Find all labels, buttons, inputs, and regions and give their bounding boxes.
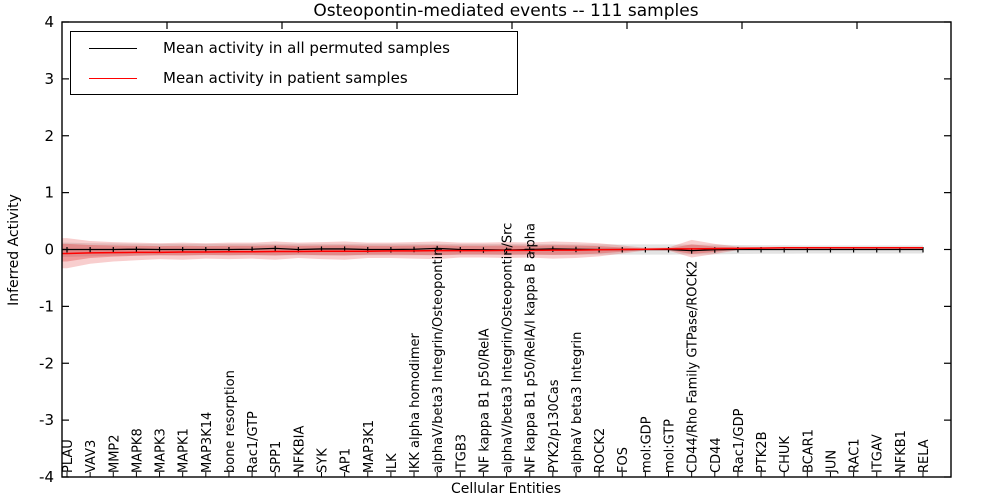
y-tick-label: 0 (44, 241, 54, 259)
x-tick-label: RELA (917, 439, 932, 473)
legend-line-permuted (89, 47, 137, 49)
y-tick-label: -3 (39, 411, 54, 429)
x-tick-label: ITGB3 (454, 434, 469, 473)
y-tick-label: -1 (39, 297, 54, 315)
x-tick-label: mol:GTP (663, 419, 678, 473)
y-tick-label: -2 (39, 354, 54, 372)
x-tick-label: SPP1 (269, 441, 284, 473)
legend-box: Mean activity in all permuted samples Me… (70, 31, 518, 95)
y-tick-label: 3 (44, 70, 54, 88)
y-tick-label: -4 (39, 468, 54, 486)
patient-mean-line (62, 247, 923, 255)
y-axis-ticks: 4 3 2 1 0 -1 -2 -3 -4 (39, 13, 951, 486)
x-tick-label: alphaV/beta3 Integrin/Osteopontin/Src (501, 223, 516, 473)
x-tick-label: ITGAV (871, 434, 886, 473)
x-axis-ticks-and-labels: PLAU VAV3 MMP2 MAPK8 MAPK3 MAPK1 MAP3K14 bone r… (61, 223, 932, 477)
x-tick-label: MAPK1 (177, 428, 192, 473)
y-tick-label: 4 (44, 13, 54, 31)
x-tick-label: JUN (824, 450, 839, 474)
x-tick-label: FOS (616, 447, 631, 473)
y-tick-label: 2 (44, 127, 54, 145)
x-tick-label: PYK2/p130Cas (547, 379, 562, 473)
x-tick-label: MAPK8 (130, 428, 145, 473)
patient-samples-range-outer-band (62, 238, 923, 269)
x-tick-label: CD44/Rho Family GTPase/ROCK2 (686, 261, 701, 473)
x-tick-label: MAPK3 (154, 428, 169, 473)
x-tick-label: NFKB1 (894, 430, 909, 473)
legend-line-patient (89, 77, 137, 79)
x-axis-label: Cellular Entities (450, 481, 562, 497)
x-tick-label: bone resorption (223, 370, 238, 473)
x-tick-label: SYK (315, 448, 330, 473)
legend-row-permuted: Mean activity in all permuted samples (71, 35, 517, 61)
x-tick-label: MMP2 (107, 434, 122, 473)
x-tick-label: VAV3 (84, 440, 99, 473)
x-tick-label: NFKBIA (292, 426, 307, 473)
x-tick-label: Rac1/GDP (732, 408, 747, 473)
x-tick-label: PLAU (61, 439, 76, 473)
x-tick-label: ROCK2 (593, 428, 608, 473)
legend-row-patient: Mean activity in patient samples (71, 65, 517, 91)
x-tick-label: MAP3K14 (200, 412, 215, 473)
x-tick-label: IKK alpha homodimer (408, 332, 423, 473)
x-tick-label: PTK2B (755, 432, 770, 474)
x-tick-label: MAP3K1 (362, 420, 377, 473)
y-tick-label: 1 (44, 184, 54, 202)
x-tick-label: alphaV beta3 Integrin (570, 332, 585, 473)
x-tick-label: ILK (385, 453, 400, 473)
x-tick-label: CHUK (778, 436, 793, 473)
x-tick-label: mol:GDP (639, 416, 654, 473)
x-tick-label: alphaV/beta3 Integrin/Osteopontin (431, 248, 446, 473)
top-axis-ticks (166, 22, 858, 29)
x-tick-label: CD44 (709, 437, 724, 473)
x-tick-label: BCAR1 (801, 429, 816, 473)
x-tick-label: Rac1/GTP (246, 411, 261, 473)
legend-label-patient: Mean activity in patient samples (163, 69, 408, 87)
x-tick-label: AP1 (339, 448, 354, 473)
chart-title: Osteopontin-mediated events -- 111 sampl… (313, 1, 699, 21)
x-tick-label: NF kappa B1 p50/RelA/I kappa B alpha (524, 223, 539, 473)
legend-label-permuted: Mean activity in all permuted samples (163, 39, 450, 57)
y-axis-label: Inferred Activity (6, 194, 22, 306)
x-tick-label: NF kappa B1 p50/RelA (477, 328, 492, 473)
x-tick-label: RAC1 (848, 438, 863, 473)
